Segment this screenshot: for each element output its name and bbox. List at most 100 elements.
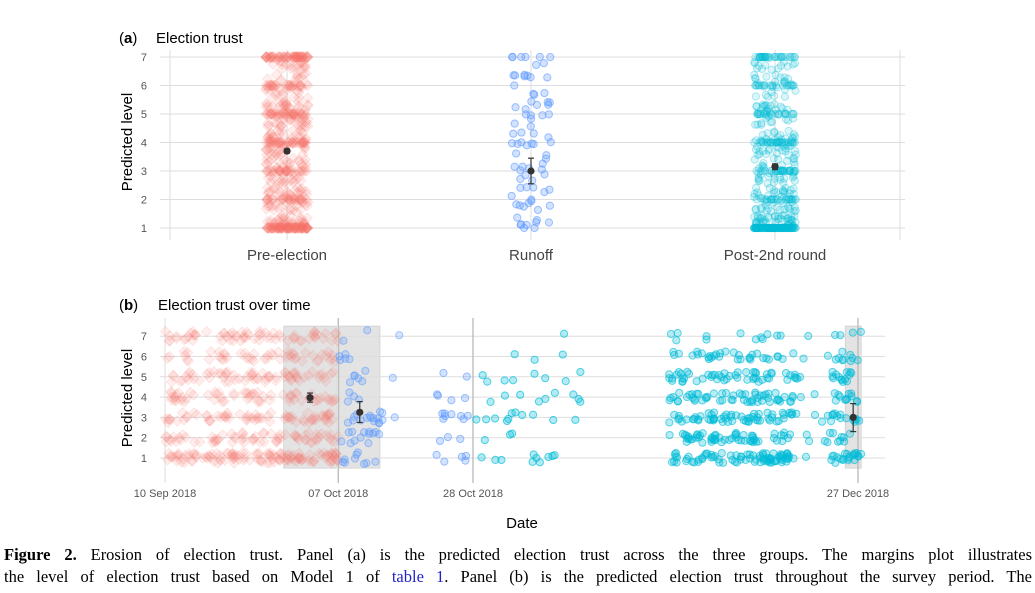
panel-a-point-post-2nd-round [751,223,761,233]
panel-b-point-pre-election [182,368,195,380]
panel-a-point-pre-election [274,165,287,177]
panel-b-point-pre-election [318,371,330,384]
panel-a-point-pre-election [260,51,272,63]
panel-b-point-pre-election [236,447,249,459]
panel-a-point-post-2nd-round [751,223,760,233]
panel-b-point-pre-election [326,454,338,466]
panel-a-point-post-2nd-round [766,117,775,127]
panel-a-point-pre-election [289,51,301,63]
panel-b-point-pre-election [309,410,321,423]
panel-b-point-runoff [345,355,354,364]
panel-b-point-post-2nd-round [714,455,723,464]
panel-a-point-pre-election [287,204,299,216]
panel-a-point-runoff [532,216,541,225]
panel-a-point-pre-election [281,222,294,234]
panel-a-point-pre-election [265,214,277,227]
panel-b-point-pre-election [162,416,174,429]
panel-b-point-pre-election [320,349,332,362]
panel-a-point-post-2nd-round [779,223,788,233]
panel-b-point-post-2nd-round [674,415,683,424]
panel-b-point-pre-election [265,427,277,440]
panel-b-point-pre-election [314,392,327,404]
panel-a-point-pre-election [274,190,286,203]
panel-b-point-post-2nd-round [680,430,690,439]
panel-b-point-post-2nd-round [739,395,749,405]
panel-a-point-post-2nd-round [786,185,795,195]
panel-a-point-post-2nd-round [780,85,790,94]
panel-a-point-post-2nd-round [749,223,759,233]
panel-a-point-post-2nd-round [758,223,767,233]
panel-b-point-pre-election [180,392,192,405]
panel-b-point-post-2nd-round [825,428,835,438]
panel-a-point-pre-election [260,52,273,64]
panel-a-point-pre-election [287,217,300,229]
panel-b-point-pre-election [325,428,337,441]
panel-a-point-pre-election [281,51,294,63]
panel-a-point-post-2nd-round [771,187,781,197]
panel-b-point-pre-election [229,432,242,444]
panel-a-point-post-2nd-round [786,223,795,233]
panel-a-point-pre-election [266,222,279,234]
panel-a-point-pre-election [277,161,289,174]
panel-a-point-post-2nd-round [789,223,798,233]
panel-b-point-pre-election [206,436,219,449]
panel-a-point-pre-election [283,102,296,115]
panel-a-point-pre-election [277,138,290,151]
panel-a-point-pre-election [271,222,283,234]
panel-a-point-pre-election [263,140,276,152]
panel-a-point-runoff [510,81,519,90]
panel-b-point-pre-election [237,427,249,440]
panel-a-point-pre-election [283,222,295,234]
panel-a-point-post-2nd-round [784,166,793,176]
panel-a-point-post-2nd-round [757,136,766,145]
panel-a-point-post-2nd-round [776,130,785,140]
panel-b-point-pre-election [285,373,297,385]
panel-b-point-pre-election [236,426,249,439]
panel-b-point-post-2nd-round [698,429,707,438]
panel-b-point-pre-election [224,334,236,346]
panel-a-point-post-2nd-round [763,104,772,113]
panel-a-point-pre-election [297,62,310,74]
panel-b-point-post-2nd-round [742,368,751,377]
panel-b-point-pre-election [167,370,180,382]
panel-a-point-pre-election [260,222,273,234]
panel-b-point-post-2nd-round [673,328,682,338]
panel-b-point-runoff [388,373,397,382]
panel-b-point-pre-election [326,448,339,460]
panel-b-point-pre-election [299,433,311,446]
panel-a-point-post-2nd-round [750,192,759,202]
panel-a-point-post-2nd-round [780,223,789,233]
panel-b-point-runoff [369,414,378,423]
panel-a-point-post-2nd-round [772,203,781,212]
panel-a-point-post-2nd-round [784,126,793,136]
panel-a-point-pre-election [276,58,288,71]
panel-a-point-pre-election [264,222,277,234]
panel-a-point-post-2nd-round [765,169,774,178]
panel-b-point-post-2nd-round [764,414,773,423]
panel-a-point-pre-election [268,182,281,194]
panel-b-x-ticks: 10 Sep 2018 07 Oct 2018 28 Oct 2018 27 Dec … [134,488,889,500]
panel-b-point-pre-election [270,451,283,464]
panel-b-point-pre-election [163,447,175,460]
panel-b-point-pre-election [241,326,253,339]
panel-a-point-pre-election [284,222,297,234]
panel-a-point-pre-election [281,51,293,63]
panel-a-point-runoff [522,183,531,192]
panel-a-point-pre-election [275,74,287,86]
panel-a-point-post-2nd-round [773,138,783,147]
panel-a-point-post-2nd-round [780,187,789,196]
panel-a-point-runoff [538,111,547,120]
panel-b-point-pre-election [188,436,201,448]
panel-a-point-pre-election [265,51,277,63]
panel-a-point-post-2nd-round [787,223,796,233]
panel-b-point-runoff [375,430,384,439]
panel-a-point-post-2nd-round [756,203,766,212]
panel-b-y-tick-label: 6 [141,352,147,364]
panel-a-point-pre-election [266,108,279,120]
table-1-link[interactable]: table 1 [391,567,445,586]
panel-b-point-pre-election [176,429,189,441]
panel-a-point-pre-election [272,136,285,149]
panel-b-point-pre-election [297,414,310,426]
panel-a-point-post-2nd-round [778,166,787,176]
panel-b-point-runoff [344,428,353,437]
